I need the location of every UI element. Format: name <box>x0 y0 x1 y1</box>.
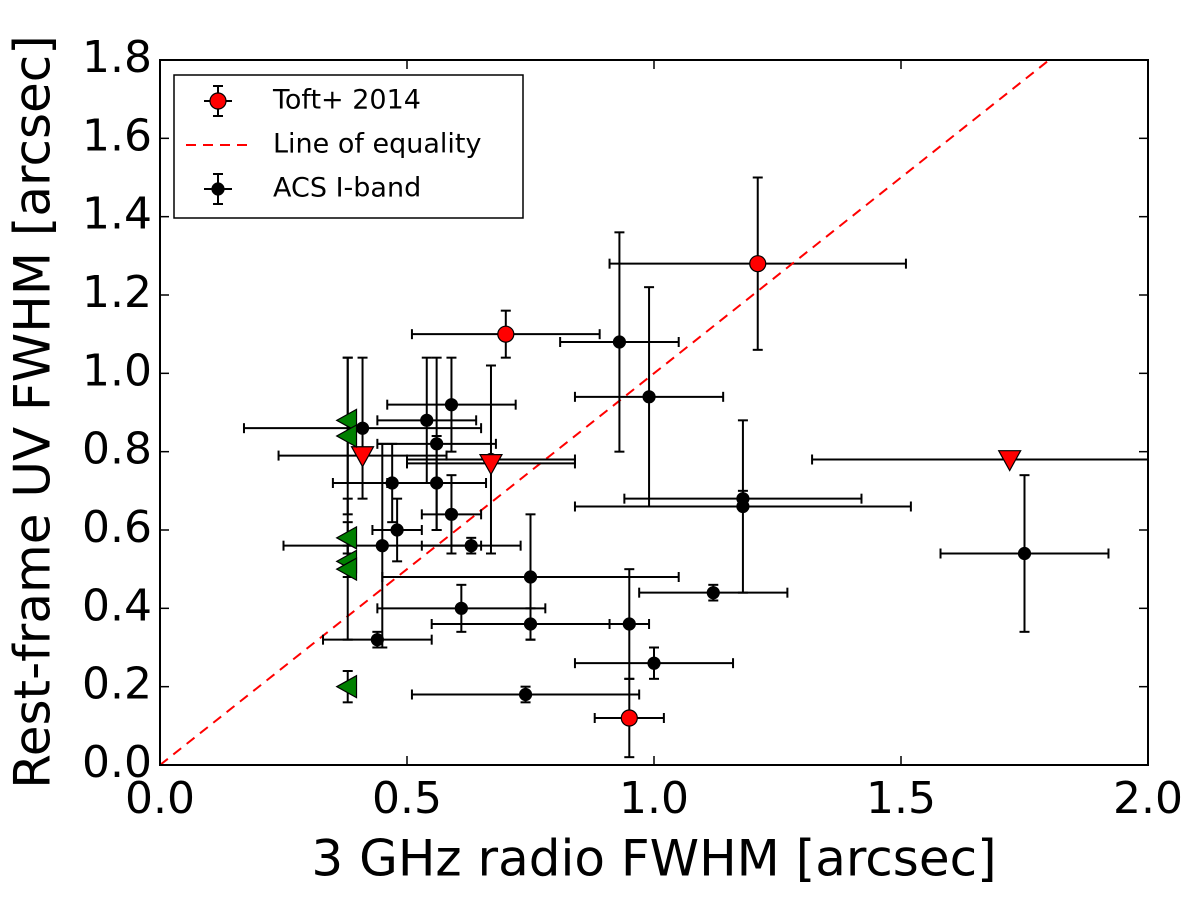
point <box>430 476 444 490</box>
point <box>335 423 358 449</box>
legend-marker <box>209 92 227 110</box>
plot-area <box>160 60 1148 765</box>
point <box>335 408 358 433</box>
point <box>706 586 720 600</box>
legend-box <box>173 74 524 219</box>
point <box>444 398 459 412</box>
point <box>444 507 459 521</box>
x-tick-label: 1.0 <box>619 773 689 824</box>
point <box>749 255 767 273</box>
point <box>478 454 503 476</box>
x-axis-label: 3 GHz radio FWHM [arcsec] <box>311 830 996 888</box>
point <box>736 499 750 514</box>
point <box>497 325 515 343</box>
point <box>385 476 399 490</box>
point <box>518 687 533 702</box>
point <box>335 674 358 699</box>
point <box>335 557 358 582</box>
point <box>464 539 478 553</box>
point <box>430 437 444 451</box>
y-tick-label: 1.0 <box>82 345 152 396</box>
x-tick-label: 1.5 <box>866 773 936 824</box>
y-tick-label: 0.4 <box>82 580 152 631</box>
y-tick-label: 1.6 <box>82 110 152 161</box>
point <box>390 523 404 537</box>
legend-marker <box>211 182 225 196</box>
equality-line <box>160 60 1050 765</box>
legend-label: ACS I-band <box>273 173 421 204</box>
y-tick-label: 0.0 <box>82 737 152 788</box>
y-tick-label: 0.6 <box>82 502 152 553</box>
point <box>375 539 389 553</box>
y-tick-label: 1.8 <box>82 32 152 83</box>
legend-label: Toft+ 2014 <box>272 85 421 116</box>
point <box>420 413 434 427</box>
y-axis-label: Rest-frame UV FWHM [arcsec] <box>4 35 62 789</box>
y-tick-label: 1.2 <box>82 267 152 318</box>
point <box>355 421 370 435</box>
legend-label: Line of equality <box>273 129 481 160</box>
point <box>335 525 358 550</box>
point <box>620 709 638 727</box>
point <box>370 633 384 647</box>
y-tick-label: 1.4 <box>82 189 152 240</box>
x-tick-label: 0.5 <box>372 773 442 824</box>
point <box>997 450 1022 472</box>
x-tick-label: 0.0 <box>125 773 195 824</box>
point <box>454 601 468 615</box>
point <box>642 390 656 404</box>
point <box>523 570 538 584</box>
y-tick-label: 0.8 <box>82 424 152 475</box>
point <box>647 656 661 670</box>
x-tick-label: 2.0 <box>1113 773 1183 824</box>
point <box>612 335 627 349</box>
point <box>1017 546 1032 561</box>
point <box>350 446 375 468</box>
point <box>622 617 636 631</box>
y-tick-label: 0.2 <box>82 659 152 710</box>
point <box>523 617 538 631</box>
